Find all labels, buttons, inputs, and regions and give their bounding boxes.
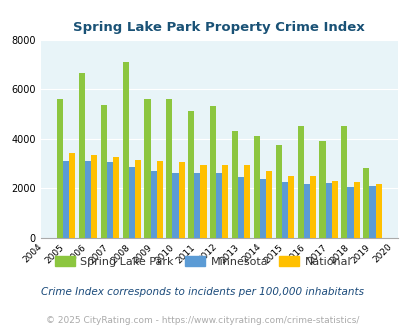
- Bar: [222, 165, 228, 238]
- Bar: [341, 126, 347, 238]
- Bar: [150, 171, 156, 238]
- Bar: [156, 161, 162, 238]
- Bar: [172, 173, 178, 238]
- Bar: [237, 177, 243, 238]
- Bar: [325, 183, 331, 238]
- Bar: [331, 181, 337, 238]
- Bar: [113, 157, 119, 238]
- Title: Spring Lake Park Property Crime Index: Spring Lake Park Property Crime Index: [73, 21, 364, 34]
- Bar: [209, 106, 215, 238]
- Bar: [107, 162, 113, 238]
- Bar: [128, 167, 134, 238]
- Bar: [231, 131, 237, 238]
- Bar: [259, 180, 265, 238]
- Bar: [166, 99, 172, 238]
- Bar: [122, 62, 128, 238]
- Bar: [362, 168, 369, 238]
- Bar: [63, 161, 69, 238]
- Bar: [178, 162, 184, 238]
- Bar: [215, 173, 222, 238]
- Legend: Spring Lake Park, Minnesota, National: Spring Lake Park, Minnesota, National: [50, 251, 355, 271]
- Bar: [91, 155, 97, 238]
- Bar: [319, 141, 325, 238]
- Bar: [347, 187, 353, 238]
- Bar: [243, 165, 250, 238]
- Bar: [369, 185, 375, 238]
- Bar: [100, 105, 107, 238]
- Bar: [79, 73, 85, 238]
- Bar: [281, 182, 287, 238]
- Bar: [309, 176, 315, 238]
- Bar: [265, 171, 271, 238]
- Bar: [287, 176, 293, 238]
- Bar: [275, 145, 281, 238]
- Bar: [194, 173, 200, 238]
- Bar: [200, 165, 206, 238]
- Bar: [134, 160, 141, 238]
- Bar: [188, 112, 194, 238]
- Bar: [85, 161, 91, 238]
- Bar: [375, 184, 381, 238]
- Bar: [253, 136, 259, 238]
- Bar: [297, 126, 303, 238]
- Bar: [57, 99, 63, 238]
- Bar: [144, 99, 150, 238]
- Bar: [303, 184, 309, 238]
- Text: © 2025 CityRating.com - https://www.cityrating.com/crime-statistics/: © 2025 CityRating.com - https://www.city…: [46, 315, 359, 325]
- Text: Crime Index corresponds to incidents per 100,000 inhabitants: Crime Index corresponds to incidents per…: [41, 287, 364, 297]
- Bar: [353, 182, 359, 238]
- Bar: [69, 153, 75, 238]
